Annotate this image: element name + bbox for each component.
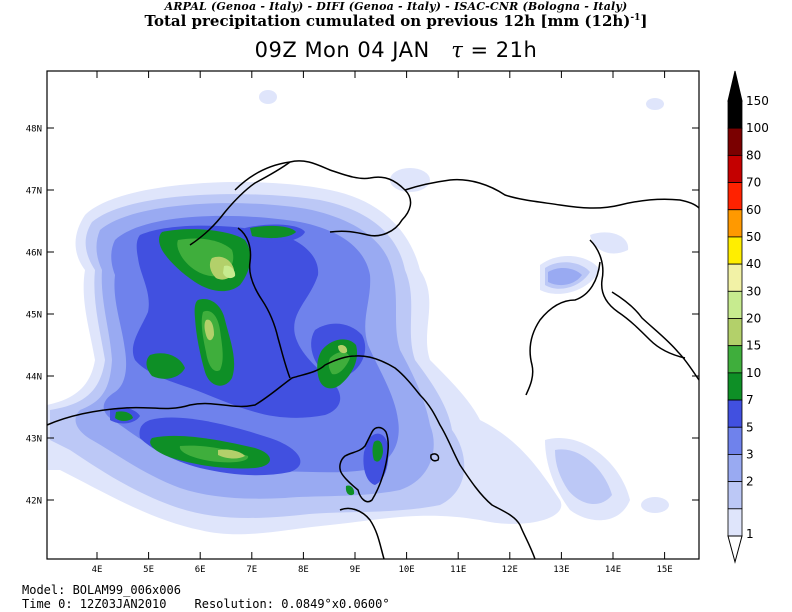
legend-swatch-5: [727, 426, 743, 455]
lat-label: 45N: [26, 311, 42, 321]
mont-blanc-border: [189, 161, 291, 246]
legend-swatch-80: [727, 154, 743, 183]
legend-swatch-60: [727, 209, 743, 238]
lon-label: 8E: [298, 565, 309, 575]
lat-label: 46N: [26, 249, 42, 259]
lon-label: 15E: [656, 565, 672, 575]
precip-level-30: [223, 265, 236, 279]
france-med-coast: [47, 355, 536, 559]
sardinia-north: [339, 507, 385, 559]
lon-label: 9E: [350, 565, 361, 575]
lon-label: 6E: [195, 565, 206, 575]
lat-label: 44N: [26, 373, 42, 383]
map-subtitle: 09Z Mon 04 JAN τ = 21h: [0, 38, 792, 62]
legend-label-40: 40: [746, 257, 761, 271]
lon-label: 10E: [398, 565, 414, 575]
lon-label: 11E: [450, 565, 466, 575]
lon-label: 12E: [502, 565, 518, 575]
legend-label-3: 3: [746, 447, 754, 461]
legend-label-50: 50: [746, 230, 761, 244]
lon-label: 5E: [143, 565, 154, 575]
footer-time0: Time 0: 12Z03JAN2010: [22, 597, 167, 611]
lon-label: 14E: [605, 565, 621, 575]
istria-coast: [611, 291, 699, 381]
slovenia-border: [589, 239, 686, 359]
footer-model: Model: BOLAM99_006x006: [22, 583, 181, 597]
legend-swatch-20: [727, 318, 743, 347]
legend-swatch-7: [727, 399, 743, 428]
corsica: [339, 426, 389, 503]
legend-label-100: 100: [746, 121, 769, 135]
lon-label: 4E: [92, 565, 103, 575]
lat-label: 47N: [26, 187, 42, 197]
legend-label-80: 80: [746, 148, 761, 162]
map-frame: [46, 70, 700, 560]
legend-swatch-70: [727, 182, 743, 211]
legend-label-5: 5: [746, 420, 754, 434]
legend-swatch-40: [727, 263, 743, 292]
lon-label: 13E: [553, 565, 569, 575]
elba: [430, 453, 440, 462]
precipitation-field: [47, 90, 669, 535]
lon-label: 7E: [246, 565, 257, 575]
legend-swatch-100: [727, 127, 743, 156]
legend-bottom-arrow: [727, 535, 743, 564]
legend-label-70: 70: [746, 176, 761, 190]
tau-value: = 21h: [470, 38, 538, 62]
alps-border-east: [234, 161, 291, 191]
footer-time: Time 0: 12Z03JAN2010 Resolution: 0.0849°x…: [22, 597, 390, 611]
title-bracket: ]: [640, 12, 648, 30]
legend-swatch-15: [727, 345, 743, 374]
longitude-axis: 4E 5E 6E 7E 8E 9E 10E 11E 12E 13E 14E 15E: [92, 71, 673, 575]
legend-label-60: 60: [746, 203, 761, 217]
legend-label-150: 150: [746, 94, 769, 108]
adriatic-coast: [525, 261, 601, 396]
legend-swatch-3: [727, 454, 743, 483]
france-italy-border: [237, 227, 291, 379]
legend-label-2: 2: [746, 475, 754, 489]
legend-swatch-1: [727, 508, 743, 537]
legend-label-20: 20: [746, 312, 761, 326]
legend-label-30: 30: [746, 284, 761, 298]
latitude-axis: 48N 47N 46N 45N 44N 43N 42N: [26, 125, 699, 507]
legend-swatch-150: [727, 100, 743, 129]
coastline-borders: [47, 160, 699, 559]
title-exponent: -1: [630, 13, 641, 23]
swiss-austria-border: [404, 178, 699, 209]
legend-label-1: 1: [746, 527, 754, 541]
credits-line: ARPAL (Genoa - Italy) - DIFI (Genoa - It…: [164, 0, 628, 13]
legend-swatch-30: [727, 290, 743, 319]
legend-swatch-50: [727, 236, 743, 265]
precip-legend: 150 100 80 70 60 50 40 30 20 15 10 7 5 3 2 1: [727, 70, 769, 564]
legend-label-15: 15: [746, 339, 761, 353]
lat-label: 42N: [26, 497, 42, 507]
tau-symbol: τ: [451, 38, 464, 62]
legend-label-7: 7: [746, 393, 754, 407]
lat-label: 48N: [26, 125, 42, 135]
footer-resolution: Resolution: 0.0849°x0.0600°: [194, 597, 390, 611]
legend-top-arrow: [727, 70, 743, 102]
legend-swatch-10: [727, 372, 743, 401]
legend-swatch-2: [727, 481, 743, 510]
subtitle-time: 09Z Mon 04 JAN: [254, 38, 430, 62]
title-text: Total precipitation cumulated on previou…: [144, 12, 631, 30]
map-title: Total precipitation cumulated on previou…: [0, 12, 792, 30]
lat-label: 43N: [26, 435, 42, 445]
legend-label-10: 10: [746, 366, 761, 380]
